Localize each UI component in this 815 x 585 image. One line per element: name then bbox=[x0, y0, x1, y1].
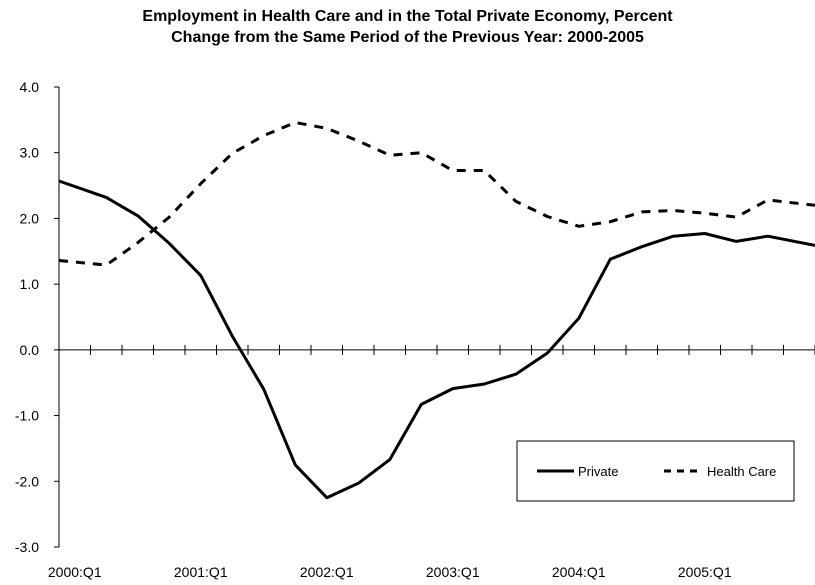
series-line-private bbox=[58, 179, 815, 500]
chart-title-line-2: Change from the Same Period of the Previ… bbox=[171, 29, 644, 46]
x-tick-label: 2002:Q1 bbox=[300, 564, 354, 580]
chart-title-line-1: Employment in Health Care and in the Tot… bbox=[142, 8, 673, 25]
y-tick-label: -3.0 bbox=[15, 539, 39, 555]
axes bbox=[54, 86, 815, 548]
legend-label-health-care: Health Care bbox=[707, 464, 776, 479]
y-tick-label: -1.0 bbox=[15, 408, 39, 424]
y-axis-tick-labels: 4.0 3.0 2.0 1.0 0.0 -1.0 -2.0 -3.0 bbox=[15, 79, 39, 555]
legend: Private Health Care bbox=[516, 440, 795, 502]
y-tick-label: 1.0 bbox=[20, 276, 40, 292]
y-tick-label: 2.0 bbox=[20, 210, 40, 226]
y-tick-label: 0.0 bbox=[20, 342, 40, 358]
x-tick-label: 2005:Q1 bbox=[678, 564, 732, 580]
y-tick-label: -2.0 bbox=[15, 473, 39, 489]
x-tick-label: 2004:Q1 bbox=[552, 564, 606, 580]
legend-label-private: Private bbox=[578, 464, 618, 479]
x-tick-label: 2003:Q1 bbox=[426, 564, 480, 580]
y-tick-label: 4.0 bbox=[20, 79, 40, 95]
series-lines bbox=[58, 121, 815, 500]
series-line-health-care bbox=[58, 121, 815, 267]
x-axis-tick-labels: 2000:Q1 2001:Q1 2002:Q1 2003:Q1 2004:Q1 2005:… bbox=[48, 564, 732, 580]
x-tick-label: 2001:Q1 bbox=[174, 564, 228, 580]
chart-title: Employment in Health Care and in the Tot… bbox=[0, 6, 815, 48]
x-tick-label: 2000:Q1 bbox=[48, 564, 102, 580]
y-tick-label: 3.0 bbox=[20, 145, 40, 161]
